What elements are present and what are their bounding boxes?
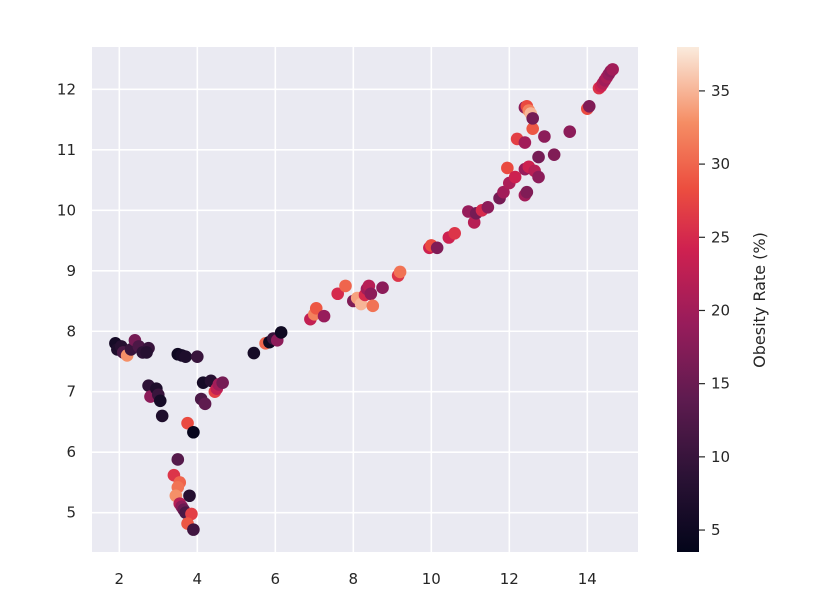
data-point [179, 350, 192, 363]
y-tick-label: 9 [66, 262, 76, 280]
data-point [501, 161, 514, 175]
y-tick-label: 11 [57, 141, 76, 159]
data-point [606, 63, 619, 76]
data-point [183, 489, 196, 503]
colorbar-tick-label: 15 [711, 375, 730, 393]
data-point [247, 346, 261, 360]
data-point [538, 130, 551, 143]
data-point [187, 523, 200, 536]
data-point [140, 346, 153, 359]
colorbar-label: Obesity Rate (%) [750, 232, 769, 368]
colorbar [677, 47, 699, 552]
x-tick-label: 10 [422, 570, 441, 588]
data-point [526, 112, 539, 125]
colorbar-tick-label: 20 [711, 301, 730, 319]
data-point [191, 350, 204, 363]
data-point [430, 241, 444, 255]
x-tick-label: 12 [500, 570, 519, 588]
colorbar-tick-label: 10 [711, 448, 730, 466]
data-point [185, 507, 198, 521]
x-tick-label: 14 [578, 570, 597, 588]
colorbar-tick-label: 35 [711, 82, 730, 100]
data-point [547, 148, 561, 161]
y-tick-label: 6 [66, 443, 76, 461]
x-axis-ticks: 2 4 6 8 10 12 14 [115, 570, 597, 588]
x-tick-label: 2 [115, 570, 125, 588]
data-point [364, 287, 378, 301]
colorbar-tick-label: 25 [711, 228, 730, 246]
data-point [532, 150, 545, 164]
y-tick-label: 7 [66, 383, 76, 401]
y-tick-label: 12 [57, 80, 76, 98]
data-point [171, 453, 185, 466]
data-point [317, 309, 331, 323]
colorbar-ticks: 5 10 15 20 25 30 35 [699, 82, 730, 539]
data-point [187, 425, 200, 439]
data-point [448, 226, 462, 240]
data-point [331, 287, 345, 301]
data-point [508, 170, 522, 184]
colorbar-tick-label: 30 [711, 155, 730, 173]
data-point [582, 99, 596, 113]
data-point [520, 185, 534, 199]
data-point [198, 397, 212, 411]
data-point [309, 301, 323, 315]
data-point [153, 394, 167, 408]
y-axis-ticks: 5 6 7 8 9 10 11 12 [57, 80, 76, 521]
data-point [216, 376, 229, 389]
data-point [532, 170, 545, 184]
data-point [339, 279, 352, 293]
data-point [518, 136, 532, 149]
y-tick-label: 8 [66, 322, 76, 340]
x-tick-label: 4 [193, 570, 203, 588]
data-point [181, 416, 194, 430]
data-point [274, 326, 288, 339]
colorbar-tick-label: 5 [711, 521, 721, 539]
data-point [481, 200, 495, 214]
data-points [109, 63, 619, 536]
data-point [366, 299, 380, 313]
x-tick-label: 6 [271, 570, 281, 588]
data-point [376, 281, 389, 295]
data-point [497, 185, 510, 199]
y-tick-label: 10 [57, 201, 76, 219]
data-point [393, 265, 407, 279]
data-point [155, 409, 169, 423]
y-tick-label: 5 [66, 504, 76, 522]
x-tick-label: 8 [349, 570, 359, 588]
data-point [563, 125, 577, 138]
data-point [526, 122, 539, 135]
